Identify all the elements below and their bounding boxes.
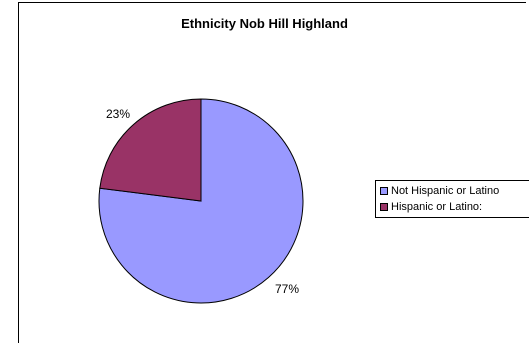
- chart-frame: [18, 2, 526, 343]
- legend-label-not-hispanic: Not Hispanic or Latino: [391, 185, 500, 197]
- legend-swatch-not-hispanic: [380, 187, 388, 195]
- legend-swatch-hispanic: [380, 203, 388, 211]
- legend-item-not-hispanic: Not Hispanic or Latino: [380, 184, 499, 198]
- pie-slice-hispanic: [99, 98, 202, 202]
- chart-title: Ethnicity Nob Hill Highland: [181, 16, 348, 31]
- legend: Not Hispanic or Latino Hispanic or Latin…: [375, 180, 529, 218]
- pie-label-hispanic: 23%: [106, 107, 130, 121]
- legend-item-hispanic: Hispanic or Latino:: [380, 200, 482, 214]
- pie-label-not-hispanic: 77%: [275, 282, 299, 296]
- legend-label-hispanic: Hispanic or Latino:: [391, 201, 483, 213]
